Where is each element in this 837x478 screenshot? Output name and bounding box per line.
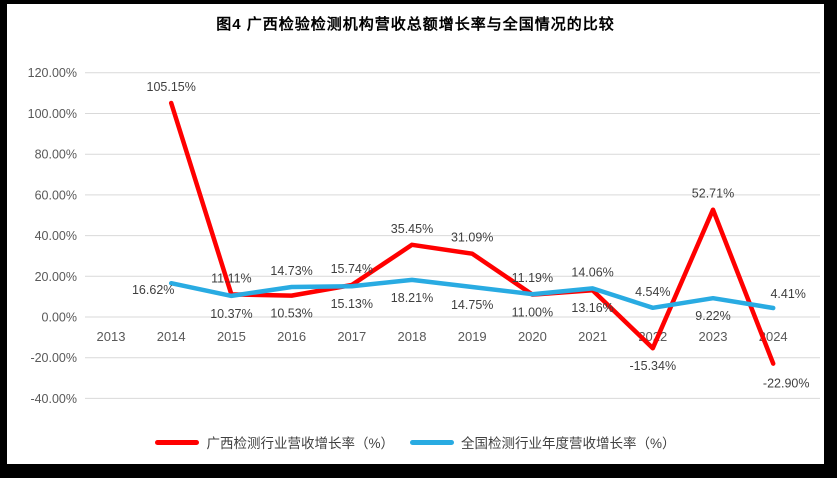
y-axis-tick-label: 80.00% [35,148,77,162]
legend-label-guangxi: 广西检测行业营收增长率（%） [206,436,394,451]
data-label-guangxi-2021: 13.16% [571,301,613,315]
data-label-guangxi-2022: -15.34% [630,359,677,373]
x-axis-year-label: 2023 [699,329,728,344]
legend-item-guangxi: 广西检测行业营收增长率（%） [155,432,394,452]
x-axis-year-label: 2018 [398,329,427,344]
y-axis-tick-label: 120.00% [28,66,77,80]
x-axis-year-label: 2020 [518,329,547,344]
data-label-guangxi-2017: 15.74% [331,262,373,276]
data-label-national-2018: 18.21% [391,291,433,305]
y-axis-tick-label: 60.00% [35,188,77,202]
plot-svg: 120.00% 100.00% 80.00% 60.00% 40.00% 20.00% 0.… [28,66,820,406]
data-label-national-2016: 14.73% [270,264,312,278]
legend-item-national: 全国检测行业年度营收增长率（%） [410,432,676,452]
data-label-guangxi-2020: 11.00% [512,306,553,320]
data-label-guangxi-2014: 105.15% [147,80,196,94]
data-label-guangxi-2015: 11.11% [211,271,252,285]
x-axis-year-label: 2013 [97,329,126,344]
data-label-national-2014: 16.62% [132,283,174,297]
data-label-national-2024: 4.41% [770,287,805,301]
y-axis-tick-label: -40.00% [30,392,77,406]
data-label-national-2020: 11.19% [512,271,553,285]
chart-title: 图4 广西检验检测机构营收总额增长率与全国情况的比较 [216,16,615,33]
chart-canvas: 图4 广西检验检测机构营收总额增长率与全国情况的比较 120.00% 100.00… [7,4,824,464]
data-label-guangxi-2023: 52.71% [692,187,734,201]
data-label-national-2023: 9.22% [695,309,730,323]
data-label-guangxi-2024: -22.90% [763,377,810,391]
data-label-guangxi-2019: 31.09% [451,231,493,245]
x-axis-year-label: 2014 [157,329,186,344]
blue-line-swatch-icon [410,439,454,445]
x-axis-year-label: 2017 [337,329,366,344]
data-label-guangxi-2016: 10.53% [270,307,312,321]
series-line-national [168,277,776,311]
legend-label-national: 全国检测行业年度营收增长率（%） [461,436,676,451]
red-line-swatch-icon [155,439,200,445]
data-label-national-2022: 4.54% [635,285,670,299]
data-label-guangxi-2018: 35.45% [391,222,433,236]
x-axis-year-label: 2015 [217,329,246,344]
y-axis-tick-label: 0.00% [42,311,77,325]
data-label-national-2019: 14.75% [451,298,493,312]
data-label-national-2015: 10.37% [210,307,252,321]
y-axis-tick-label: 20.00% [35,270,77,284]
series-line-guangxi [168,100,776,366]
data-label-national-2017: 15.13% [331,297,373,311]
chart-legend: 广西检测行业营收增长率（%） 全国检测行业年度营收增长率（%） [7,432,824,452]
data-label-national-2021: 14.06% [571,265,613,279]
y-axis-tick-label: 40.00% [35,229,77,243]
x-axis-year-label: 2016 [277,329,306,344]
y-axis-tick-label: 100.00% [28,107,77,121]
y-axis-tick-label: -20.00% [30,351,77,365]
x-axis-year-label: 2019 [458,329,487,344]
x-axis-year-label: 2021 [578,329,607,344]
